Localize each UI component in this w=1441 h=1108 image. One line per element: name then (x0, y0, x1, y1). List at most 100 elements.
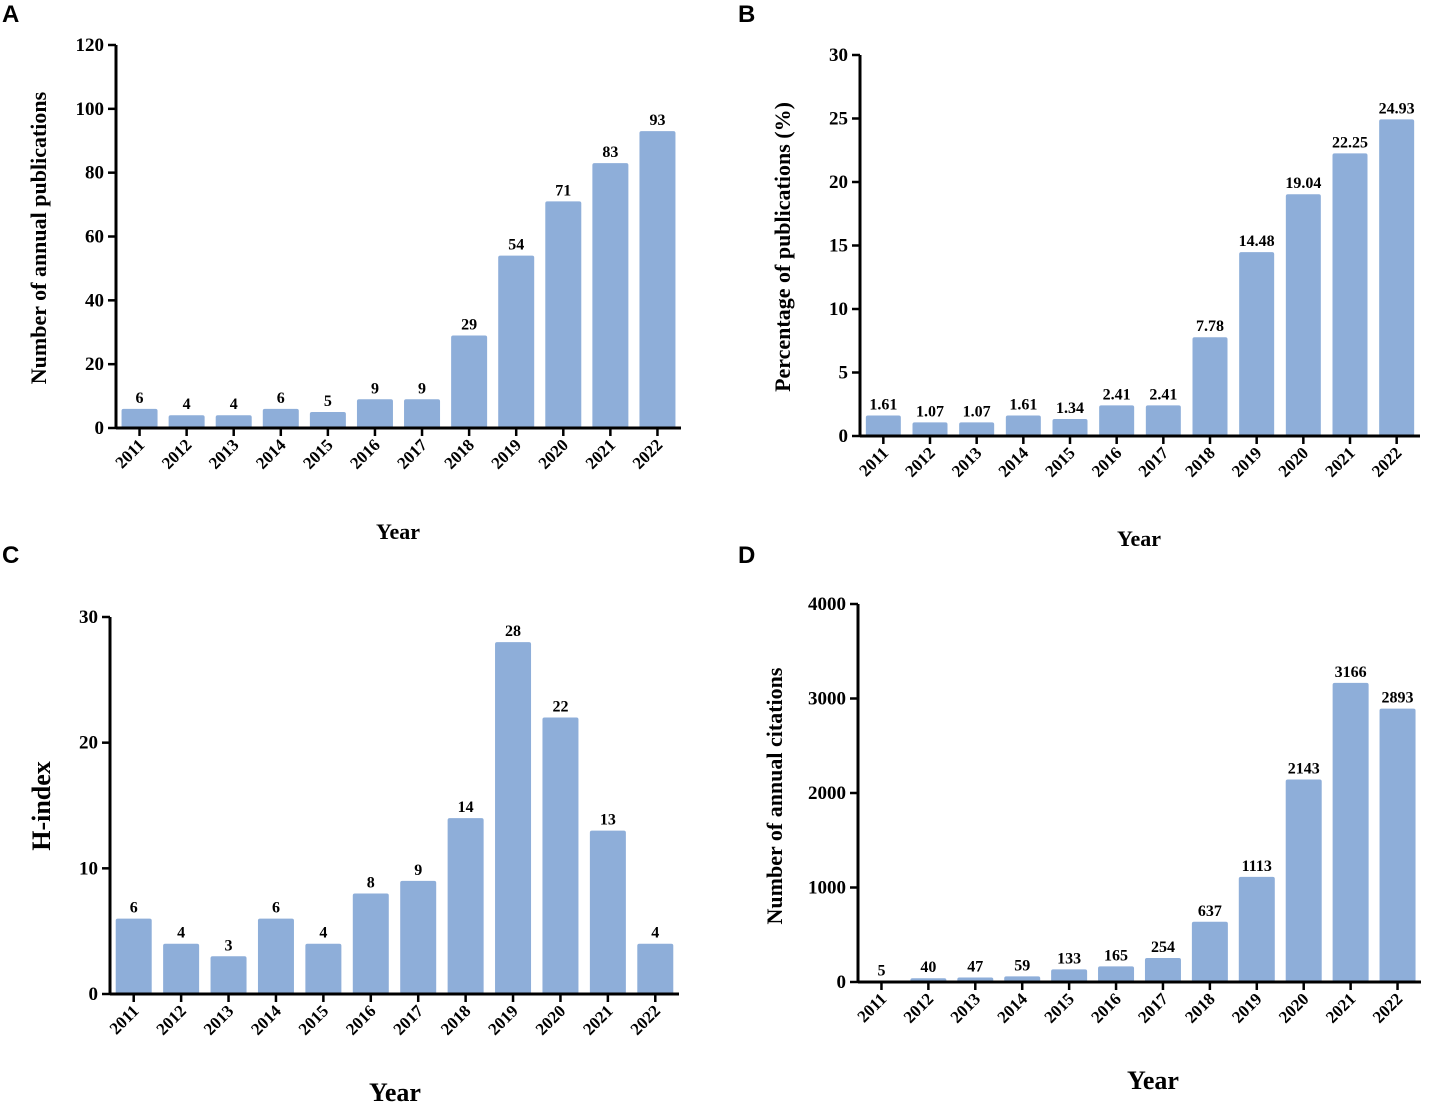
chart-d-category-label: 2015 (1040, 989, 1077, 1026)
chart-b-bar (959, 422, 995, 436)
chart-b-y-tick-label: 20 (829, 172, 848, 193)
chart-c-bar (542, 717, 579, 994)
chart-d-data-label: 2143 (1288, 760, 1320, 777)
chart-b-category-label: 2011 (855, 443, 892, 480)
chart-c-data-label: 6 (130, 900, 138, 917)
chart-d-y-tick-label: 1000 (808, 878, 846, 899)
chart-b-plot: 1.6120111.0720121.0720131.6120141.342015… (829, 45, 1420, 481)
chart-d-y-tick-label: 2000 (808, 783, 846, 804)
chart-c-bar (115, 918, 152, 994)
chart-d-category-label: 2014 (994, 989, 1032, 1027)
chart-d-category-label: 2017 (1134, 989, 1172, 1027)
chart-c-y-tick-label: 30 (79, 607, 98, 628)
chart-a-category-label: 2012 (158, 435, 195, 472)
chart-c-data-label: 9 (414, 862, 422, 879)
chart-b-bar (865, 415, 901, 436)
chart-b-y-tick-label: 5 (839, 363, 849, 384)
chart-c-bar (589, 830, 626, 994)
chart-a-bar (451, 335, 488, 428)
chart-c-data-label: 4 (651, 925, 659, 942)
chart-d-bar (1051, 969, 1088, 982)
chart-d-data-label: 133 (1057, 950, 1081, 967)
chart-b-category-label: 2014 (995, 443, 1033, 481)
chart-a-data-label: 5 (324, 393, 332, 410)
chart-a-data-label: 6 (277, 390, 285, 407)
chart-d-category-label: 2016 (1087, 989, 1124, 1026)
chart-b-category-label: 2013 (948, 443, 985, 480)
chart-b-category-label: 2015 (1041, 443, 1078, 480)
chart-d-ylabel: Number of annual citations (762, 667, 787, 924)
chart-a-bar (404, 399, 441, 428)
chart-b-bar (1005, 415, 1041, 436)
chart-c-y-tick-label: 0 (89, 984, 99, 1005)
chart-a-data-label: 71 (555, 182, 571, 199)
chart-c-bar (400, 880, 437, 994)
chart-c-category-label: 2021 (579, 1001, 616, 1038)
chart-a-bar (121, 408, 158, 428)
chart-c-category-label: 2014 (247, 1001, 285, 1039)
panel-letter-b: B (738, 1, 755, 28)
chart-c-category-label: 2016 (342, 1001, 379, 1038)
chart-b-category-label: 2018 (1181, 443, 1218, 480)
chart-c-bar (210, 956, 247, 994)
chart-a-category-label: 2020 (535, 435, 572, 472)
chart-c-category-label: 2020 (532, 1001, 569, 1038)
chart-c-bar (163, 943, 200, 994)
chart-c-data-label: 8 (367, 874, 375, 891)
chart-d-data-label: 254 (1151, 939, 1175, 956)
chart-b-y-tick-label: 15 (829, 236, 848, 257)
chart-b-y-tick-label: 25 (829, 109, 848, 130)
chart-d-category-label: 2011 (853, 989, 890, 1026)
chart-b-data-label: 14.48 (1239, 233, 1275, 250)
chart-c-data-label: 6 (272, 900, 280, 917)
panel-c: C 62011420123201362014420158201692017142… (2, 542, 679, 1107)
chart-b-data-label: 1.61 (1009, 397, 1037, 414)
chart-d-data-label: 40 (920, 959, 936, 976)
chart-c-ylabel: H-index (27, 761, 56, 851)
chart-a-category-label: 2021 (582, 435, 619, 472)
chart-c-plot: 6201142012320136201442015820169201714201… (79, 607, 679, 1039)
chart-b-data-label: 2.41 (1149, 386, 1177, 403)
chart-a-bar (592, 163, 629, 428)
chart-b-data-label: 7.78 (1196, 318, 1224, 335)
chart-a-bar (545, 201, 582, 428)
chart-a-y-tick-label: 20 (85, 354, 104, 375)
chart-b-data-label: 2.41 (1103, 386, 1131, 403)
chart-b-y-tick-label: 0 (839, 426, 849, 447)
chart-b-bar (912, 422, 948, 436)
chart-d-category-label: 2021 (1322, 989, 1359, 1026)
chart-c-category-label: 2022 (627, 1001, 664, 1038)
chart-b-category-label: 2016 (1088, 443, 1125, 480)
chart-a-category-label: 2014 (252, 435, 290, 473)
chart-d-bar (1144, 957, 1181, 982)
chart-c-data-label: 28 (505, 623, 521, 640)
chart-a-xlabel: Year (376, 519, 420, 544)
chart-a-category-label: 2013 (205, 435, 242, 472)
chart-d-y-tick-label: 3000 (808, 689, 846, 710)
chart-a-y-tick-label: 0 (95, 418, 105, 439)
chart-d-data-label: 165 (1104, 947, 1128, 964)
chart-b-bar (1145, 405, 1181, 436)
chart-b-data-label: 1.07 (963, 403, 991, 420)
chart-a-data-label: 54 (508, 237, 524, 254)
chart-a-bar (639, 131, 676, 429)
chart-a-bar (356, 399, 393, 428)
chart-c-bar (637, 943, 674, 994)
panel-d: D 5 2011 40 2012 47 2013 59 2014 133 2015 165 2016 2… (738, 542, 1421, 1095)
chart-d-category-label: 2022 (1369, 989, 1406, 1026)
chart-b-data-label: 24.93 (1379, 100, 1415, 117)
chart-d-xlabel: Year (1127, 1066, 1179, 1095)
chart-c-data-label: 14 (458, 799, 474, 816)
chart-d-data-label: 3166 (1335, 664, 1367, 681)
chart-a-category-label: 2022 (629, 435, 666, 472)
chart-b-category-label: 2022 (1368, 443, 1405, 480)
chart-d-y-tick-label: 4000 (808, 594, 846, 615)
chart-a-category-label: 2015 (299, 435, 336, 472)
chart-b-category-label: 2012 (901, 443, 938, 480)
chart-a-y-tick-label: 100 (76, 99, 105, 120)
chart-c-bar (257, 918, 294, 994)
chart-c-category-label: 2015 (295, 1001, 332, 1038)
chart-c-xlabel: Year (369, 1078, 421, 1107)
chart-d-category-label: 2012 (900, 989, 937, 1026)
chart-b-bar (1192, 337, 1228, 436)
